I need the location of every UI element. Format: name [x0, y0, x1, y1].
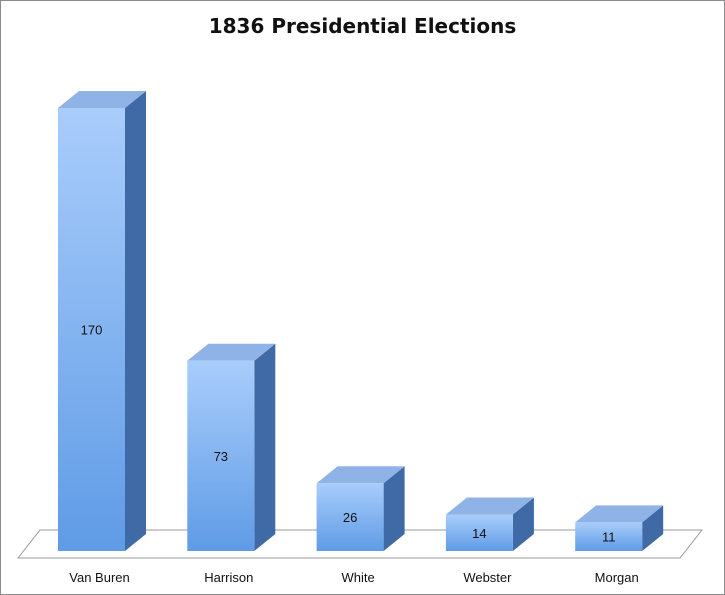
bar-side-face [383, 466, 405, 551]
bar-top-face [445, 497, 534, 515]
bar-top-face [58, 91, 146, 108]
bar-top-face [187, 343, 276, 361]
x-tick-label: Morgan [595, 570, 639, 585]
bar-value-label: 14 [472, 526, 486, 541]
bar-value-label: 26 [343, 510, 357, 525]
x-tick-label: Harrison [204, 570, 253, 585]
bar-front-face [187, 360, 255, 551]
bar-front-face [445, 514, 513, 551]
x-tick-label: Webster [463, 570, 512, 585]
bar-van-buren [58, 91, 146, 551]
bar-top-face [575, 505, 664, 523]
x-tick-label: White [341, 570, 374, 585]
bar-morgan [575, 505, 664, 551]
bar-harrison [187, 343, 276, 551]
labels-layer: 170 Van Buren 73 Harrison 26 White 14 Webster 11… [69, 323, 638, 586]
bar-side-face [125, 91, 146, 551]
chart-title: 1836 Presidential Elections [208, 14, 517, 38]
bar-value-label: 73 [214, 449, 228, 464]
bar-value-label: 170 [81, 323, 103, 338]
bar-side-face [512, 497, 534, 551]
bar-side-face [254, 343, 276, 551]
bar-webster [445, 497, 534, 551]
bar-value-label: 11 [602, 530, 616, 545]
x-tick-label: Van Buren [69, 570, 129, 585]
bar-white [316, 466, 405, 551]
bar-front-face [575, 522, 643, 551]
bar-top-face [316, 466, 405, 484]
bar-front-face [316, 483, 384, 551]
bar-side-face [642, 505, 664, 551]
bar-front-face [58, 108, 125, 551]
bars-layer [58, 91, 664, 551]
